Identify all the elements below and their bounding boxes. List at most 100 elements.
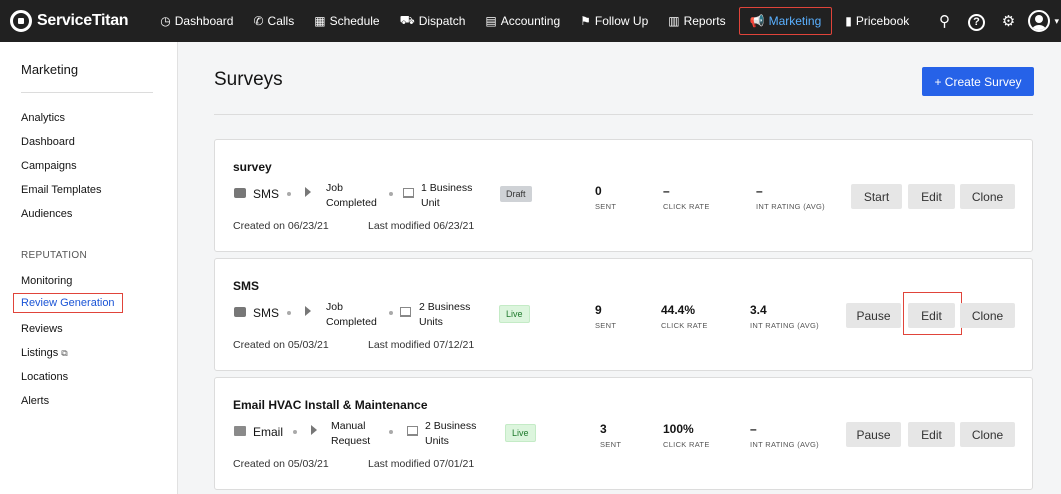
metric-int-rating: 3.4 INT RATING (AVG): [750, 303, 819, 330]
metric-sent: 3 SENT: [600, 422, 622, 449]
separator-dot: [293, 430, 297, 434]
clone-button[interactable]: Clone: [960, 303, 1015, 328]
book-icon: ▮: [845, 14, 852, 28]
edit-button[interactable]: Edit: [908, 303, 955, 328]
nav-item-dispatch[interactable]: ⛟ Dispatch: [399, 13, 466, 28]
sidebar-item-reviews[interactable]: Reviews: [21, 323, 63, 335]
pause-button[interactable]: Pause: [846, 303, 901, 328]
sidebar-item-analytics[interactable]: Analytics: [21, 112, 66, 124]
chat-icon: [234, 307, 246, 317]
chevron-down-icon[interactable]: ▾: [1054, 15, 1059, 26]
metric-click-rate: 100% CLICK RATE: [663, 422, 710, 449]
metric-click-rate: – CLICK RATE: [663, 184, 710, 211]
survey-card: Email HVAC Install & Maintenance Email M…: [214, 377, 1033, 490]
nav-item-calls[interactable]: ✆ Calls: [253, 14, 295, 28]
phone-icon: ✆: [253, 14, 264, 28]
nav-item-pricebook[interactable]: ▮ Pricebook: [845, 14, 910, 28]
sidebar-item-audiences[interactable]: Audiences: [21, 208, 73, 220]
page-divider: [214, 114, 1033, 115]
sidebar-item-alerts[interactable]: Alerts: [21, 395, 50, 407]
flag-icon: ⚑: [580, 14, 591, 28]
nav-item-follow-up[interactable]: ⚑ Follow Up: [580, 14, 649, 28]
nav-right: ⚲ ? ⚙ ▾: [928, 0, 1061, 42]
sidebar-item-listings[interactable]: Listings ⧉: [21, 347, 68, 359]
survey-channel: SMS: [253, 187, 280, 201]
play-icon: [305, 187, 311, 197]
play-icon: [311, 425, 317, 435]
survey-channel: SMS: [253, 306, 280, 320]
sidebar-title: Marketing: [21, 62, 79, 77]
survey-trigger: Job Completed: [326, 301, 377, 328]
main-content: Surveys + Create Survey survey SMS Job Co…: [178, 42, 1061, 494]
metric-click-rate: 44.4% CLICK RATE: [661, 303, 708, 330]
nav-item-accounting[interactable]: ▤ Accounting: [485, 14, 561, 28]
business-units: 2 Business Units: [425, 420, 477, 447]
calendar-icon: ▦: [314, 14, 326, 28]
status-badge: Live: [499, 305, 530, 323]
survey-dates: Created on 05/03/21 Last modified 07/12/2…: [233, 339, 475, 351]
nav-item-dashboard[interactable]: ◷ Dashboard: [160, 14, 234, 28]
chat-icon: [234, 188, 246, 198]
logo-icon: [10, 10, 32, 32]
play-icon: [305, 306, 311, 316]
survey-card: survey SMS Job Completed 1 Business Unit D…: [214, 139, 1033, 252]
sidebar-item-dashboard[interactable]: Dashboard: [21, 136, 75, 148]
sidebar-item-locations[interactable]: Locations: [21, 371, 69, 383]
brand-name: ServiceTitan: [37, 12, 129, 29]
edit-button[interactable]: Edit: [908, 184, 955, 209]
survey-channel: Email: [253, 425, 284, 439]
building-icon: [407, 426, 418, 436]
separator-dot: [389, 430, 393, 434]
separator-dot: [389, 192, 393, 196]
survey-title: survey: [233, 160, 272, 174]
clone-button[interactable]: Clone: [960, 184, 1015, 209]
sidebar: Marketing Analytics Dashboard Campaigns …: [0, 42, 178, 494]
survey-dates: Created on 06/23/21 Last modified 06/23/2…: [233, 220, 475, 232]
metric-sent: 9 SENT: [595, 303, 617, 330]
survey-trigger: Manual Request: [331, 420, 371, 447]
sidebar-item-monitoring[interactable]: Monitoring: [21, 275, 73, 287]
building-icon: [400, 307, 411, 317]
envelope-icon: [234, 426, 246, 436]
dashboard-icon: ◷: [160, 14, 171, 28]
bar-chart-icon: ▥: [668, 14, 680, 28]
external-link-icon: ⧉: [61, 348, 68, 358]
separator-dot: [287, 311, 291, 315]
help-icon[interactable]: ?: [960, 12, 992, 31]
search-icon[interactable]: ⚲: [938, 13, 950, 30]
nav-item-reports[interactable]: ▥ Reports: [668, 14, 726, 28]
sidebar-item-review-generation[interactable]: Review Generation: [13, 293, 123, 313]
sidebar-divider: [21, 92, 153, 93]
sidebar-section-reputation: REPUTATION: [21, 250, 87, 261]
metric-sent: 0 SENT: [595, 184, 617, 211]
business-units: 2 Business Units: [419, 301, 471, 328]
separator-dot: [287, 192, 291, 196]
brand-logo[interactable]: ServiceTitan: [10, 10, 129, 32]
building-icon: [403, 188, 414, 198]
nav-item-schedule[interactable]: ▦ Schedule: [314, 14, 380, 28]
clone-button[interactable]: Clone: [960, 422, 1015, 447]
status-badge: Live: [505, 424, 536, 442]
nav-item-marketing[interactable]: 📢 Marketing: [738, 7, 833, 35]
page-title: Surveys: [214, 69, 283, 90]
pause-button[interactable]: Pause: [846, 422, 901, 447]
create-survey-button[interactable]: + Create Survey: [922, 67, 1034, 96]
user-avatar-icon[interactable]: [1028, 10, 1051, 32]
status-badge: Draft: [500, 186, 532, 202]
business-units: 1 Business Unit: [421, 182, 473, 209]
ledger-icon: ▤: [485, 14, 497, 28]
top-nav: ServiceTitan ◷ Dashboard ✆ Calls ▦ Schedule…: [0, 0, 1061, 42]
truck-icon: ⛟: [399, 13, 415, 27]
survey-dates: Created on 05/03/21 Last modified 07/01/2…: [233, 458, 475, 470]
sidebar-item-campaigns[interactable]: Campaigns: [21, 160, 77, 172]
sidebar-item-email-templates[interactable]: Email Templates: [21, 184, 102, 196]
start-button[interactable]: Start: [851, 184, 902, 209]
metric-int-rating: – INT RATING (AVG): [756, 184, 825, 211]
megaphone-icon: 📢: [749, 14, 765, 28]
nav-items: ◷ Dashboard ✆ Calls ▦ Schedule ⛟ Dispatch ▤ A…: [150, 0, 919, 42]
gear-icon[interactable]: ⚙: [1001, 13, 1016, 30]
metric-int-rating: – INT RATING (AVG): [750, 422, 819, 449]
separator-dot: [389, 311, 393, 315]
edit-button[interactable]: Edit: [908, 422, 955, 447]
survey-title: Email HVAC Install & Maintenance: [233, 398, 428, 412]
